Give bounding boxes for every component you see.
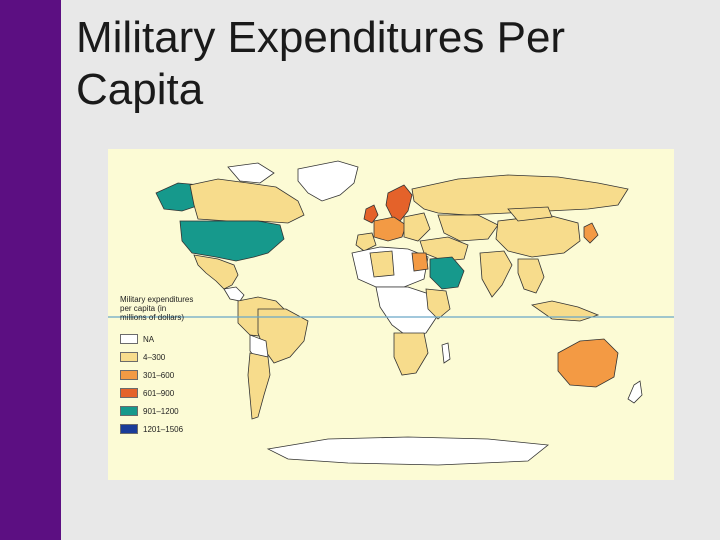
region-mexico: [193, 254, 239, 290]
legend-label-na: NA: [143, 334, 155, 344]
legend-title: Military expenditures per capita (in mil…: [120, 295, 194, 322]
region-australia: [557, 338, 619, 388]
legend-label-301-600: 301–600: [143, 370, 175, 380]
legend-swatch-901-1200: [120, 406, 138, 416]
region-central-asia: [437, 214, 499, 242]
region-southern-africa: [393, 332, 429, 376]
legend-swatch-301-600: [120, 370, 138, 380]
legend-item-301-600: 301–600: [120, 366, 230, 384]
region-india: [479, 250, 513, 298]
region-eastern-europe: [403, 212, 431, 242]
region-iberia: [355, 232, 377, 252]
region-antarctica: [266, 436, 550, 466]
region-central-africa: [375, 286, 439, 338]
region-indonesia: [531, 300, 600, 322]
region-scandinavia: [385, 184, 413, 222]
region-egypt: [411, 252, 429, 272]
legend-swatch-1201-1506: [120, 424, 138, 434]
region-madagascar: [441, 342, 451, 364]
slide-accent-bar: [0, 0, 61, 540]
legend-item-901-1200: 901–1200: [120, 402, 230, 420]
region-algeria-libya: [369, 250, 395, 278]
slide-title: Military Expenditures Per Capita: [76, 13, 566, 114]
region-france-germany: [373, 216, 407, 242]
legend-label-1201-1506: 1201–1506: [143, 424, 184, 434]
legend-label-4-300: 4–300: [143, 352, 166, 362]
world-map: Military expenditures per capita (in mil…: [108, 149, 674, 480]
legend-item-601-900: 601–900: [120, 384, 230, 402]
legend-item-4-300: 4–300: [120, 348, 230, 366]
legend-swatch-601-900: [120, 388, 138, 398]
world-map-svg: [108, 160, 674, 466]
region-greenland: [297, 160, 359, 202]
legend-item-na: NA: [120, 330, 230, 348]
legend-item-1201-1506: 1201–1506: [120, 420, 230, 438]
region-saudi-arabia: [429, 256, 465, 290]
legend-swatch-na: [120, 334, 138, 344]
region-canada: [189, 178, 305, 224]
legend-swatch-4-300: [120, 352, 138, 362]
region-china: [495, 214, 581, 258]
map-legend: Military expenditures per capita (in mil…: [120, 295, 230, 438]
legend-label-901-1200: 901–1200: [143, 406, 179, 416]
region-argentina-chile: [247, 352, 271, 420]
legend-label-601-900: 601–900: [143, 388, 175, 398]
region-southeast-asia: [517, 258, 545, 294]
region-new-zealand: [627, 380, 643, 404]
region-usa: [179, 220, 285, 262]
region-russia: [411, 174, 629, 216]
region-east-africa: [425, 288, 451, 320]
region-korea-japan: [583, 222, 599, 244]
region-central-america: [223, 286, 245, 302]
region-arctic-islands: [227, 162, 275, 184]
region-uk: [363, 204, 379, 224]
region-mongolia: [507, 206, 553, 222]
